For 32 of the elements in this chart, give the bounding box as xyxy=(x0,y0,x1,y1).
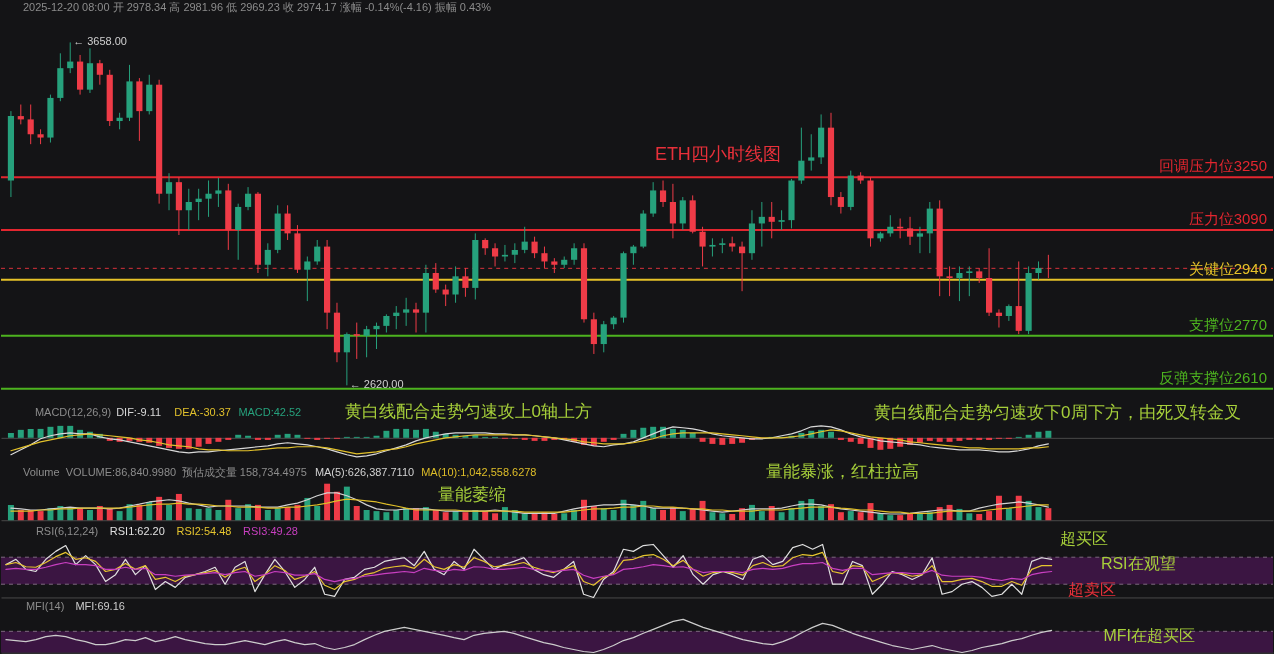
text: 预估成交量 158,734.4975 xyxy=(181,465,307,478)
series-label: MA(5):626,387.7110 xyxy=(314,465,415,478)
chart-title: MACD(12,26,9) xyxy=(34,405,112,418)
text: 黄白线配合走势匀速攻下0周下方，由死叉转金叉 xyxy=(874,402,1241,422)
text: VOLUME:86,840.9980 xyxy=(65,465,177,478)
annotation: ← 3658.00 xyxy=(73,35,127,48)
ref-line-label: 反弹支撑位2610 xyxy=(1158,368,1268,386)
ref-line-label: 支撑位2770 xyxy=(1188,315,1268,333)
ref-line-label: 压力位3090 xyxy=(1188,210,1268,228)
text: 超卖区 xyxy=(1068,580,1117,598)
annotation: 量能萎缩 xyxy=(438,484,507,504)
text: RSI1:62.20 xyxy=(109,524,165,537)
text: RSI在观望 xyxy=(1100,554,1176,572)
text: 超买区 xyxy=(1060,529,1109,547)
chart-title: Volume xyxy=(22,465,60,478)
series-label: DIF:-9.11 xyxy=(116,405,162,418)
text: 量能暴涨，红柱拉高 xyxy=(766,461,920,481)
text: RSI2:54.48 xyxy=(176,524,232,537)
text: MFI:69.16 xyxy=(75,599,125,612)
text: 黄白线配合走势匀速攻上0轴上方 xyxy=(344,401,592,421)
text: ETH四小时线图 xyxy=(654,144,781,165)
text: MA(10):1,042,558.6278 xyxy=(421,465,537,478)
chart-subtitle: 2025-12-20 08:00 开 2978.34 高 2981.96 低 2969.23 收 2974.17 涨幅 -0.14%(-4.16) 振幅 0.43% xyxy=(22,1,492,14)
ref-line-label: 关键位2940 xyxy=(1188,259,1268,277)
series-label: MACD:42.52 xyxy=(238,405,302,418)
text: DEA:-30.37 xyxy=(174,405,231,418)
text: RSI3:49.28 xyxy=(243,524,298,537)
chart-title: MFI(14) xyxy=(25,599,65,612)
annotation: ← 2620.00 xyxy=(349,378,404,391)
text: MFI在超买区 xyxy=(1103,626,1195,644)
ref-line-label: 回调压力位3250 xyxy=(1158,157,1268,175)
chart-title: RSI(6,12,24) xyxy=(35,524,99,537)
